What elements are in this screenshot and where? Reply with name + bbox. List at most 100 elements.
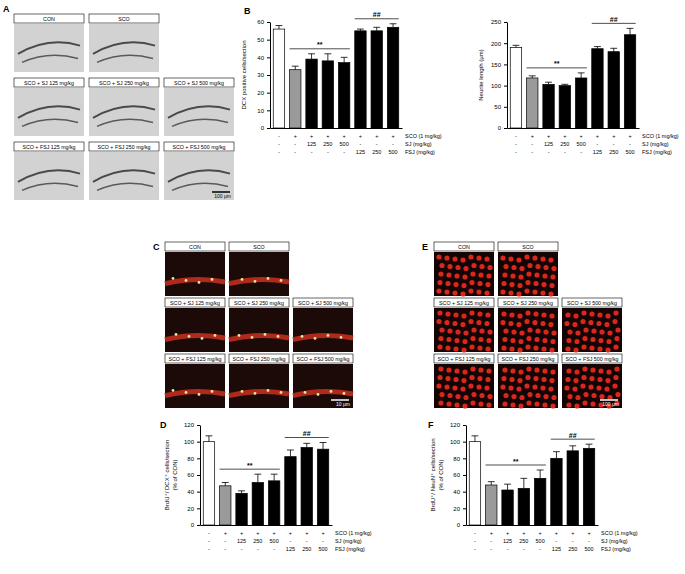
micrograph-texture — [486, 338, 491, 343]
micrograph-texture — [590, 401, 595, 406]
micrograph-texture — [264, 333, 267, 336]
table-cell: - — [474, 538, 476, 544]
y-tick-mark — [197, 442, 200, 443]
y-tick-mark — [463, 442, 466, 443]
y-tick-label: 100 — [184, 439, 195, 445]
micrograph-texture — [254, 280, 257, 283]
micrograph-texture — [541, 377, 546, 382]
table-row-label: FSJ (mg/kg) — [405, 149, 435, 155]
micrograph-texture — [581, 344, 586, 349]
table-row-label: SJ (mg/kg) — [601, 538, 628, 544]
y-tick: 250 — [491, 19, 507, 25]
micrograph-texture — [438, 271, 443, 276]
y-tick-label: 250 — [491, 19, 502, 25]
bar — [301, 448, 312, 526]
error-bar-cap — [545, 82, 552, 83]
y-tick: 100 — [491, 83, 507, 89]
micrograph-texture — [462, 403, 467, 408]
micrograph-texture — [543, 265, 548, 270]
micrograph-texture — [461, 283, 466, 288]
y-tick-label: 40 — [257, 55, 264, 61]
y-tick: 60 — [257, 19, 270, 25]
error-bar-stem — [311, 54, 312, 59]
micrograph-texture — [550, 339, 555, 344]
error-bar — [276, 26, 283, 30]
micrograph-texture — [551, 330, 556, 335]
micrograph-texture — [479, 328, 484, 333]
micrograph-texture — [439, 327, 444, 332]
micrograph-texture — [476, 320, 481, 325]
y-tick: 60 — [187, 472, 200, 478]
micrograph-texture — [444, 289, 449, 294]
micrograph-texture — [502, 401, 507, 406]
error-bar-cap — [206, 435, 213, 436]
error-bar — [238, 491, 245, 494]
error-bar-cap — [594, 46, 601, 47]
micrograph-texture — [444, 255, 449, 260]
table-cell: 500 — [270, 538, 279, 544]
label-box — [89, 14, 159, 23]
annotation-line — [290, 48, 350, 49]
error-bar-stem — [613, 48, 614, 51]
micrograph-texture — [574, 369, 579, 374]
table-cell: + — [587, 530, 590, 536]
micrograph-texture — [524, 319, 529, 324]
micrograph-texture — [573, 378, 578, 383]
error-bar — [561, 84, 568, 85]
micrograph-texture — [581, 310, 586, 315]
error-bar-cap — [292, 66, 299, 67]
micrograph-texture — [604, 386, 609, 391]
table-cell: - — [273, 546, 275, 552]
table-cell: + — [294, 133, 297, 139]
micrograph-texture — [510, 402, 515, 407]
bar — [624, 35, 635, 128]
micrograph-texture — [477, 281, 482, 286]
y-tick-label: 20 — [257, 90, 264, 96]
micrograph-texture — [453, 312, 458, 317]
y-tick-mark — [267, 128, 270, 129]
micrograph-texture — [172, 183, 228, 190]
micrograph-texture — [446, 401, 451, 406]
y-tick: 0 — [498, 125, 507, 131]
error-bar — [627, 28, 634, 34]
micrograph-texture — [590, 337, 595, 342]
error-bar — [222, 483, 229, 486]
micrograph-texture — [596, 321, 601, 326]
table-cell: + — [531, 133, 534, 139]
error-bar — [610, 48, 617, 51]
label-box — [165, 242, 225, 251]
micrograph-texture — [477, 376, 482, 381]
table-cell: - — [208, 530, 210, 536]
micrograph-texture — [541, 312, 546, 317]
micrograph-texture — [525, 344, 530, 349]
error-bar — [308, 54, 315, 59]
micrograph-texture — [97, 183, 153, 190]
error-bar — [513, 45, 520, 47]
micrograph-texture — [566, 338, 571, 343]
y-axis: 020406080100120 — [450, 422, 467, 528]
micrograph — [498, 252, 558, 296]
micrograph-texture — [516, 257, 521, 262]
label-box — [14, 78, 84, 87]
label-box — [165, 298, 225, 307]
micrograph-texture — [454, 368, 459, 373]
table-cell: + — [359, 133, 362, 139]
micrograph-texture — [444, 320, 449, 325]
error-bar — [529, 76, 536, 78]
error-bar — [271, 474, 278, 481]
error-bar-cap — [303, 443, 310, 444]
error-bar — [520, 478, 527, 488]
micrograph-texture — [596, 385, 601, 390]
panel-letter: F — [428, 420, 434, 430]
error-bar-cap — [627, 28, 634, 29]
micrograph-texture — [510, 368, 515, 373]
micrograph-texture — [485, 346, 490, 351]
plot-area — [273, 24, 398, 128]
y-axis-line — [466, 426, 467, 526]
micrograph — [434, 364, 494, 408]
micrograph-texture — [454, 338, 459, 343]
micrograph-texture — [580, 319, 585, 324]
label-box — [293, 298, 353, 307]
micrograph-texture — [517, 347, 522, 352]
micrograph-texture — [301, 335, 304, 338]
